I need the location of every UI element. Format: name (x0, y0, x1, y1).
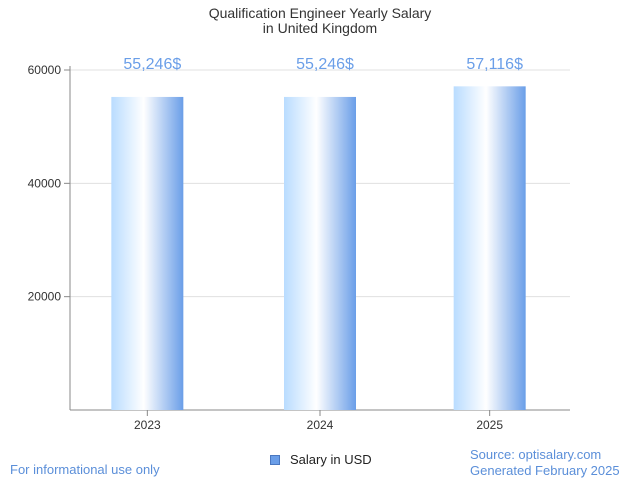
chart-title-line: Qualification Engineer Yearly Salary (209, 5, 432, 21)
legend-label: Salary in USD (290, 452, 372, 467)
y-tick-label: 40000 (28, 176, 62, 190)
bar-2024 (284, 96, 356, 410)
y-tick-label: 60000 (28, 63, 62, 77)
source-info: Source: optisalary.com Generated Februar… (470, 447, 620, 479)
x-tick-label: 2023 (134, 418, 161, 432)
data-label: 57,116$ (466, 56, 523, 73)
data-labels: 55,246$ 55,246$ 57,116$ (123, 56, 523, 73)
data-label: 55,246$ (296, 56, 354, 73)
bar-2025 (453, 86, 526, 411)
generated-date: Generated February 2025 (470, 463, 620, 478)
bar-2023 (111, 96, 184, 410)
source-link[interactable]: Source: optisalary.com (470, 447, 602, 462)
bars (111, 86, 526, 411)
data-label: 55,246$ (123, 56, 181, 73)
legend-swatch (270, 454, 280, 465)
x-tick-label: 2025 (476, 418, 503, 432)
legend: Salary in USD (270, 452, 372, 467)
y-tick-label: 20000 (28, 290, 62, 304)
x-tick-label: 2024 (307, 418, 334, 432)
chart-title-line: in United Kingdom (263, 20, 377, 36)
disclaimer-text: For informational use only (10, 462, 160, 477)
